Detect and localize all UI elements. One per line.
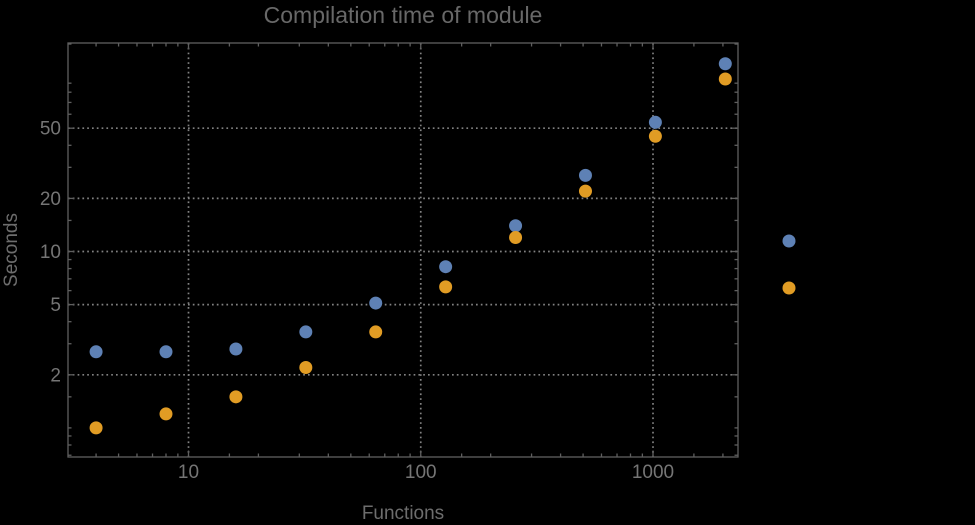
data-point-orange [89,421,103,435]
x-tick-label: 1000 [632,462,674,483]
data-point-blue [229,342,243,356]
y-tick-label: 2 [50,365,61,386]
plot-frame [67,42,739,458]
legend-marker-blue [782,234,796,248]
legend-marker-orange [782,281,796,295]
data-point-blue [578,168,592,182]
x-tick-label: 10 [178,462,199,483]
x-tick-labels: 10 100 1000 [178,462,674,483]
y-axis-label: Seconds [1,213,22,287]
chart-title: Compilation time of module [264,2,543,28]
data-point-orange [509,231,523,245]
gridlines [68,43,738,457]
data-point-orange [718,72,732,86]
data-point-blue [89,345,103,359]
data-point-blue [159,345,173,359]
data-point-orange [369,325,383,339]
data-point-blue [299,325,313,339]
data-point-blue [718,57,732,71]
data-point-orange [439,280,453,294]
data-point-blue [509,219,523,233]
data-point-orange [578,184,592,198]
data-point-blue [369,296,383,310]
y-tick-label: 50 [40,119,61,140]
y-tick-label: 5 [50,295,61,316]
legend-markers [782,234,796,295]
y-tick-label: 10 [40,242,61,263]
data-points [89,57,732,435]
data-point-orange [159,407,173,421]
y-tick-labels: 2 5 10 20 50 [40,119,61,387]
data-point-orange [229,390,243,404]
y-tick-label: 20 [40,189,61,210]
data-point-blue [648,115,662,129]
x-tick-label: 100 [405,462,437,483]
data-point-orange [648,129,662,143]
tick-marks [68,43,738,457]
x-axis-label: Functions [362,503,444,524]
data-point-orange [299,360,313,374]
data-point-blue [439,260,453,274]
